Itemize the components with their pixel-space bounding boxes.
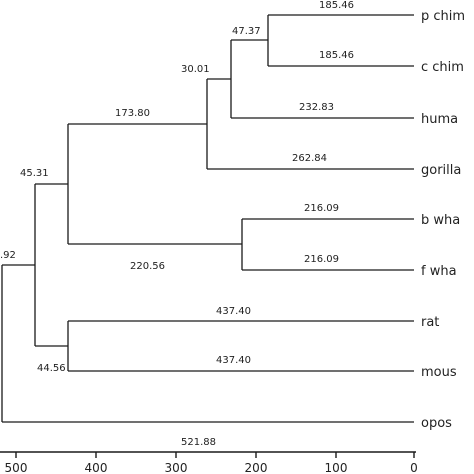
branch-label-root: .92 xyxy=(0,250,16,261)
branch-label-p-chim: 185.46 xyxy=(319,0,354,11)
branch-label-opossum: 521.88 xyxy=(181,437,216,448)
leaf-label-opossum: opos xyxy=(421,416,452,431)
tree-branches xyxy=(1,14,414,423)
branch-label-f-whale: 216.09 xyxy=(304,254,339,265)
axis-tick-label-200: 200 xyxy=(245,461,268,474)
axis-tick-label-300: 300 xyxy=(165,461,188,474)
leaf-label-mouse: mous xyxy=(421,365,457,380)
branch-label-hominini: 30.01 xyxy=(181,64,210,75)
branch-label-primate-whale: 45.31 xyxy=(20,168,49,179)
distance-axis: 500 400 300 200 100 0 xyxy=(0,451,418,474)
leaf-label-p-chim: p chim xyxy=(421,9,465,24)
branch-label-human: 232.83 xyxy=(299,102,334,113)
leaf-labels: p chim c chim huma gorilla b wha f wha r… xyxy=(421,9,465,431)
branch-label-mouse: 437.40 xyxy=(216,355,251,366)
branch-label-c-chim: 185.46 xyxy=(319,50,354,61)
branch-label-rodents: 44.56 xyxy=(37,363,66,374)
leaf-label-human: huma xyxy=(421,112,458,127)
axis-tick-label-0: 0 xyxy=(410,461,418,474)
leaf-label-f-whale: f wha xyxy=(421,264,457,279)
branch-label-primates: 173.80 xyxy=(115,108,150,119)
branch-label-rat: 437.40 xyxy=(216,306,251,317)
leaf-label-b-whale: b wha xyxy=(421,213,460,228)
branch-label-b-whale: 216.09 xyxy=(304,203,339,214)
leaf-label-rat: rat xyxy=(421,315,439,330)
axis-tick-label-500: 500 xyxy=(5,461,28,474)
branch-label-chimps: 47.37 xyxy=(232,26,261,37)
axis-tick-label-100: 100 xyxy=(325,461,348,474)
axis-tick-label-400: 400 xyxy=(85,461,108,474)
leaf-label-gorilla: gorilla xyxy=(421,163,461,178)
branch-label-whales: 220.56 xyxy=(130,261,165,272)
leaf-label-c-chim: c chim xyxy=(421,60,464,75)
branch-label-gorilla: 262.84 xyxy=(292,153,327,164)
branch-length-labels: 185.46 185.46 232.83 262.84 47.37 30.01 … xyxy=(0,0,354,448)
